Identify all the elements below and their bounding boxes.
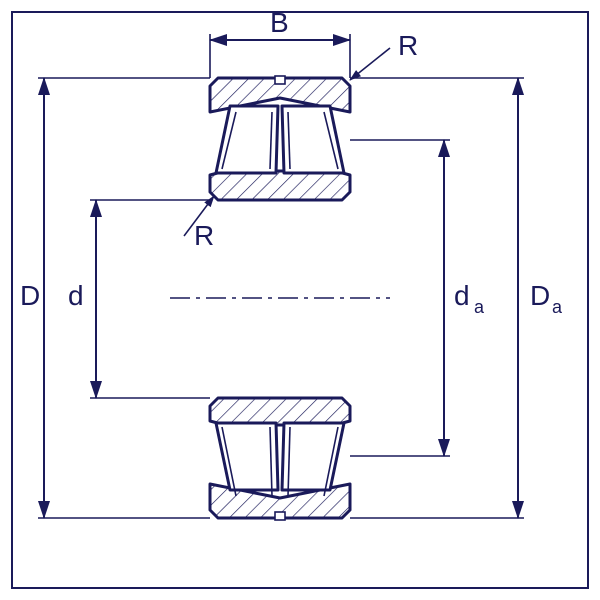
- svg-text:D: D: [20, 280, 40, 311]
- svg-text:a: a: [474, 297, 485, 317]
- bearing-cross-section-diagram: BDddaDaRR: [0, 0, 600, 600]
- svg-text:R: R: [398, 30, 418, 61]
- svg-text:d: d: [454, 280, 470, 311]
- svg-text:R: R: [194, 220, 214, 251]
- svg-text:d: d: [68, 280, 84, 311]
- svg-text:D: D: [530, 280, 550, 311]
- svg-text:a: a: [552, 297, 563, 317]
- svg-text:B: B: [270, 7, 289, 38]
